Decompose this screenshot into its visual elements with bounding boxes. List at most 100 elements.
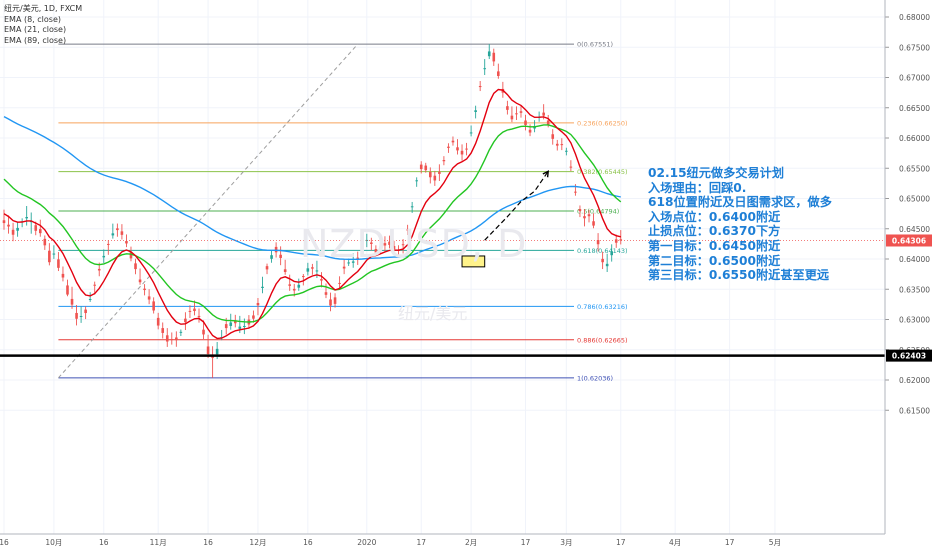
y-tick-label: 0.61500 — [899, 406, 930, 415]
legend-ema-89[interactable]: EMA (89, close) — [4, 35, 67, 45]
plan-entry: 入场点位：0.6400附近 — [648, 209, 781, 224]
symbol-title[interactable]: 纽元/美元, 1D, FXCM — [4, 4, 83, 13]
candle-body — [379, 247, 382, 252]
candle-body — [265, 266, 269, 270]
candle-body — [93, 284, 96, 286]
name-watermark: 纽元/美元 — [398, 304, 468, 323]
candle-body — [524, 120, 527, 125]
fib-level-label: 0.786(0.63216) — [577, 303, 628, 311]
candle-body — [406, 229, 409, 231]
fib-level-label: 0.236(0.66250) — [577, 119, 628, 127]
candle-body — [188, 310, 192, 312]
candle-body — [193, 308, 196, 312]
candle-body — [542, 112, 545, 116]
candle-body — [487, 51, 491, 57]
time-axis[interactable]: 169月1610月1611月1612月162020172月173月174月175… — [0, 533, 885, 547]
candle-body — [197, 315, 201, 317]
candle-body — [383, 243, 387, 246]
candle-body — [48, 250, 51, 263]
candle-body — [175, 337, 178, 341]
candle-body — [224, 324, 228, 329]
candle-body — [170, 339, 174, 341]
x-tick-label: 2020 — [357, 538, 376, 547]
trade-plan-note[interactable]: 02.15纽元做多交易计划 入场理由：回踩0. 618位置附近及日图需求区，做多… — [648, 166, 832, 283]
candle-body — [52, 253, 56, 255]
x-tick-label: 10月 — [45, 538, 62, 547]
candle-body — [134, 263, 137, 270]
candle-body — [438, 171, 441, 174]
candle-body — [442, 160, 446, 162]
candle-body — [447, 146, 450, 148]
candle-body — [456, 147, 459, 151]
x-tick-label: 4月 — [669, 538, 681, 547]
y-tick-label: 0.67500 — [899, 43, 930, 52]
candle-body — [587, 214, 591, 217]
candle-body — [474, 110, 477, 112]
fib-level-label: 0.618(0.64143) — [577, 247, 628, 255]
candle-body — [302, 276, 305, 278]
x-tick-label: 16 — [203, 538, 213, 547]
candle-body — [292, 288, 296, 291]
candle-body — [497, 71, 500, 76]
candle-body — [433, 175, 437, 181]
candle-body — [156, 317, 160, 326]
candle-body — [601, 258, 604, 263]
candle-body — [610, 251, 613, 256]
support-level-tag: 0.62403 — [892, 352, 926, 361]
candle-body — [306, 268, 310, 272]
candle-body — [147, 296, 151, 300]
candle-body — [451, 140, 455, 143]
candle-body — [415, 180, 418, 182]
candle-body — [57, 259, 60, 268]
candle-body — [320, 279, 323, 281]
ema-lines — [3, 88, 622, 340]
plan-title: 02.15纽元做多交易计划 — [648, 166, 785, 180]
candle-body — [392, 245, 396, 250]
x-tick-label: 3月 — [560, 538, 572, 547]
price-axis[interactable]: 0.68000 0.67500 0.67000 0.66500 0.66000 0.655… — [884, 0, 932, 534]
candle-body — [84, 309, 87, 314]
candle-body — [7, 224, 10, 227]
candle-body — [279, 254, 282, 258]
candle-body — [519, 111, 523, 113]
candle-body — [179, 331, 183, 333]
x-tick-label: 11月 — [150, 538, 167, 547]
plan-target-3: 第三目标：0.6550附近甚至更远 — [648, 268, 830, 283]
fibonacci-retracement[interactable]: 0(0.67551) 0.236(0.66250) 0.382(0.65445) 0.… — [58, 41, 628, 383]
y-tick-label: 0.67000 — [899, 74, 930, 83]
candle-body — [211, 356, 214, 358]
demand-zone-box — [461, 255, 486, 268]
candle-body — [206, 346, 210, 354]
candle-body — [129, 251, 133, 259]
x-tick-label: 16 — [99, 538, 109, 547]
candle-body — [79, 315, 83, 317]
candle-body — [370, 242, 373, 244]
projection-arrowhead — [542, 170, 550, 178]
candle-body — [515, 113, 518, 115]
candle-body — [428, 171, 432, 178]
support-level-tag-bg — [886, 349, 932, 362]
x-tick-label: 2月 — [465, 538, 477, 547]
x-tick-label: 17 — [521, 538, 531, 547]
chart-annotations[interactable] — [0, 170, 885, 357]
candle-body — [97, 268, 101, 271]
candle-body — [569, 166, 573, 168]
candle-body — [528, 129, 532, 133]
candle-body — [338, 282, 341, 284]
x-tick-label: 17 — [416, 538, 426, 547]
y-tick-label: 0.63500 — [899, 285, 930, 294]
legend-ema-8[interactable]: EMA (8, close) — [4, 14, 61, 24]
candle-body — [243, 325, 246, 328]
y-tick-label: 0.64000 — [899, 255, 930, 264]
legend-ema-21[interactable]: EMA (21, close) — [4, 25, 67, 34]
candle-body — [270, 255, 273, 259]
y-tick-label: 0.63000 — [899, 316, 930, 325]
candle-body — [329, 299, 332, 306]
x-tick-label: 16 — [0, 538, 9, 547]
candle-body — [360, 246, 364, 248]
candle-body — [410, 206, 414, 208]
candle-body — [315, 270, 319, 272]
candle-body — [229, 322, 233, 326]
plan-stop: 止损点位：0.6370下方 — [648, 224, 781, 239]
